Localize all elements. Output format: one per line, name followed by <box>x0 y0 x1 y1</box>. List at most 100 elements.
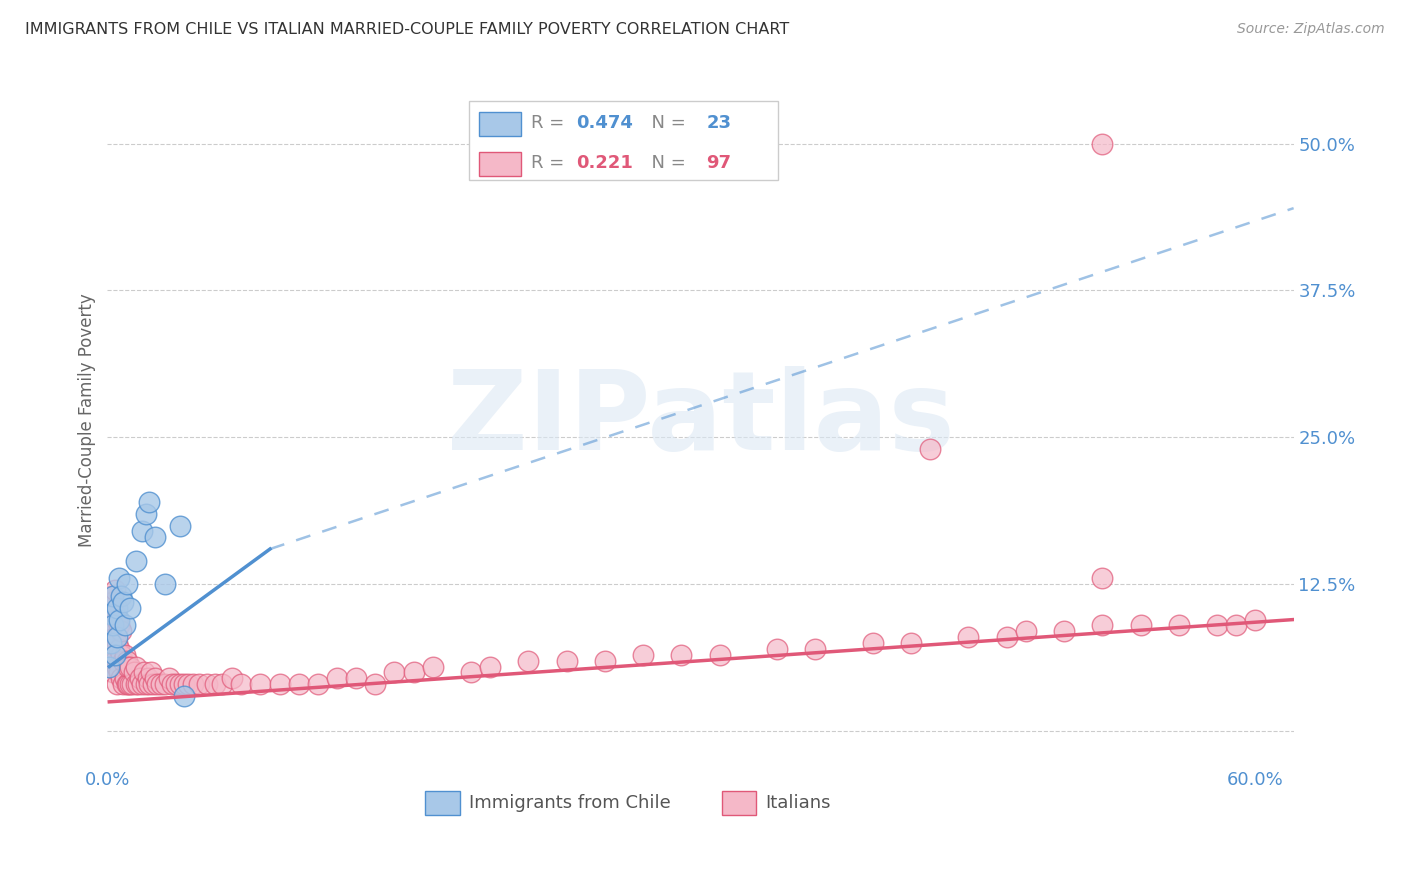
Point <box>1244 613 1267 627</box>
Point <box>479 659 502 673</box>
Point <box>165 677 187 691</box>
Point <box>105 677 128 691</box>
Point <box>100 659 122 673</box>
Point <box>105 630 128 644</box>
Text: IMMIGRANTS FROM CHILE VS ITALIAN MARRIED-COUPLE FAMILY POVERTY CORRELATION CHART: IMMIGRANTS FROM CHILE VS ITALIAN MARRIED… <box>25 22 790 37</box>
Text: 0.221: 0.221 <box>576 154 633 172</box>
Point <box>132 665 155 680</box>
FancyBboxPatch shape <box>478 153 522 176</box>
Point <box>98 618 121 632</box>
Point <box>125 659 148 673</box>
Text: Immigrants from Chile: Immigrants from Chile <box>470 794 671 812</box>
Point <box>105 659 128 673</box>
Text: Italians: Italians <box>766 794 831 812</box>
Point <box>114 618 136 632</box>
Point <box>115 577 138 591</box>
Point <box>120 659 142 673</box>
Text: ZIPatlas: ZIPatlas <box>447 367 955 474</box>
Point <box>344 671 367 685</box>
Point <box>101 665 124 680</box>
Point <box>136 671 159 685</box>
Point <box>131 524 153 539</box>
Point <box>173 689 195 703</box>
Point <box>100 636 122 650</box>
Point <box>101 589 124 603</box>
Point <box>162 677 184 691</box>
Point <box>135 507 157 521</box>
Point <box>110 648 132 662</box>
Point <box>920 442 942 456</box>
Point <box>120 600 142 615</box>
Point <box>1129 618 1152 632</box>
Point <box>105 600 128 615</box>
Point <box>364 677 387 691</box>
Point <box>517 654 540 668</box>
Text: 0.474: 0.474 <box>576 114 633 133</box>
FancyBboxPatch shape <box>478 112 522 136</box>
Text: R =: R = <box>531 114 569 133</box>
Point <box>900 636 922 650</box>
Point <box>100 589 122 603</box>
Point <box>149 677 172 691</box>
Point <box>104 607 127 621</box>
Point <box>143 530 166 544</box>
Point <box>108 642 131 657</box>
Point <box>555 654 578 668</box>
Point <box>108 571 131 585</box>
FancyBboxPatch shape <box>425 791 460 815</box>
Point <box>169 677 191 691</box>
Point <box>105 613 128 627</box>
Point <box>631 648 654 662</box>
Point <box>1053 624 1076 639</box>
Point <box>142 677 165 691</box>
Point <box>104 630 127 644</box>
Point <box>111 654 134 668</box>
Point <box>117 659 139 673</box>
Point <box>1206 618 1229 632</box>
Text: Source: ZipAtlas.com: Source: ZipAtlas.com <box>1237 22 1385 37</box>
Point <box>183 677 205 691</box>
Point <box>326 671 349 685</box>
Point <box>117 677 139 691</box>
Point <box>98 595 121 609</box>
Point <box>108 665 131 680</box>
Point <box>101 642 124 657</box>
Point <box>157 671 180 685</box>
Point <box>287 677 309 691</box>
Point <box>1167 618 1189 632</box>
Text: 97: 97 <box>706 154 731 172</box>
Point <box>173 677 195 691</box>
Point <box>98 648 121 662</box>
Point <box>122 665 145 680</box>
Point <box>111 595 134 609</box>
Point <box>862 636 884 650</box>
Point <box>1015 624 1038 639</box>
Point <box>766 642 789 657</box>
Point <box>195 677 218 691</box>
Point <box>101 595 124 609</box>
Point <box>153 677 176 691</box>
Point <box>120 677 142 691</box>
Point <box>1225 618 1247 632</box>
Point <box>104 648 127 662</box>
Point <box>249 677 271 691</box>
Point <box>125 677 148 691</box>
Point <box>138 495 160 509</box>
Point <box>422 659 444 673</box>
Point <box>105 636 128 650</box>
Point <box>114 671 136 685</box>
Point <box>211 677 233 691</box>
Point <box>146 677 169 691</box>
Point <box>671 648 693 662</box>
Point <box>1091 571 1114 585</box>
Point <box>100 607 122 621</box>
Point <box>141 665 163 680</box>
Point <box>143 671 166 685</box>
Point <box>402 665 425 680</box>
Point <box>110 624 132 639</box>
Point <box>135 677 157 691</box>
Text: N =: N = <box>640 114 692 133</box>
Point <box>804 642 827 657</box>
Point <box>995 630 1018 644</box>
Text: N =: N = <box>640 154 692 172</box>
